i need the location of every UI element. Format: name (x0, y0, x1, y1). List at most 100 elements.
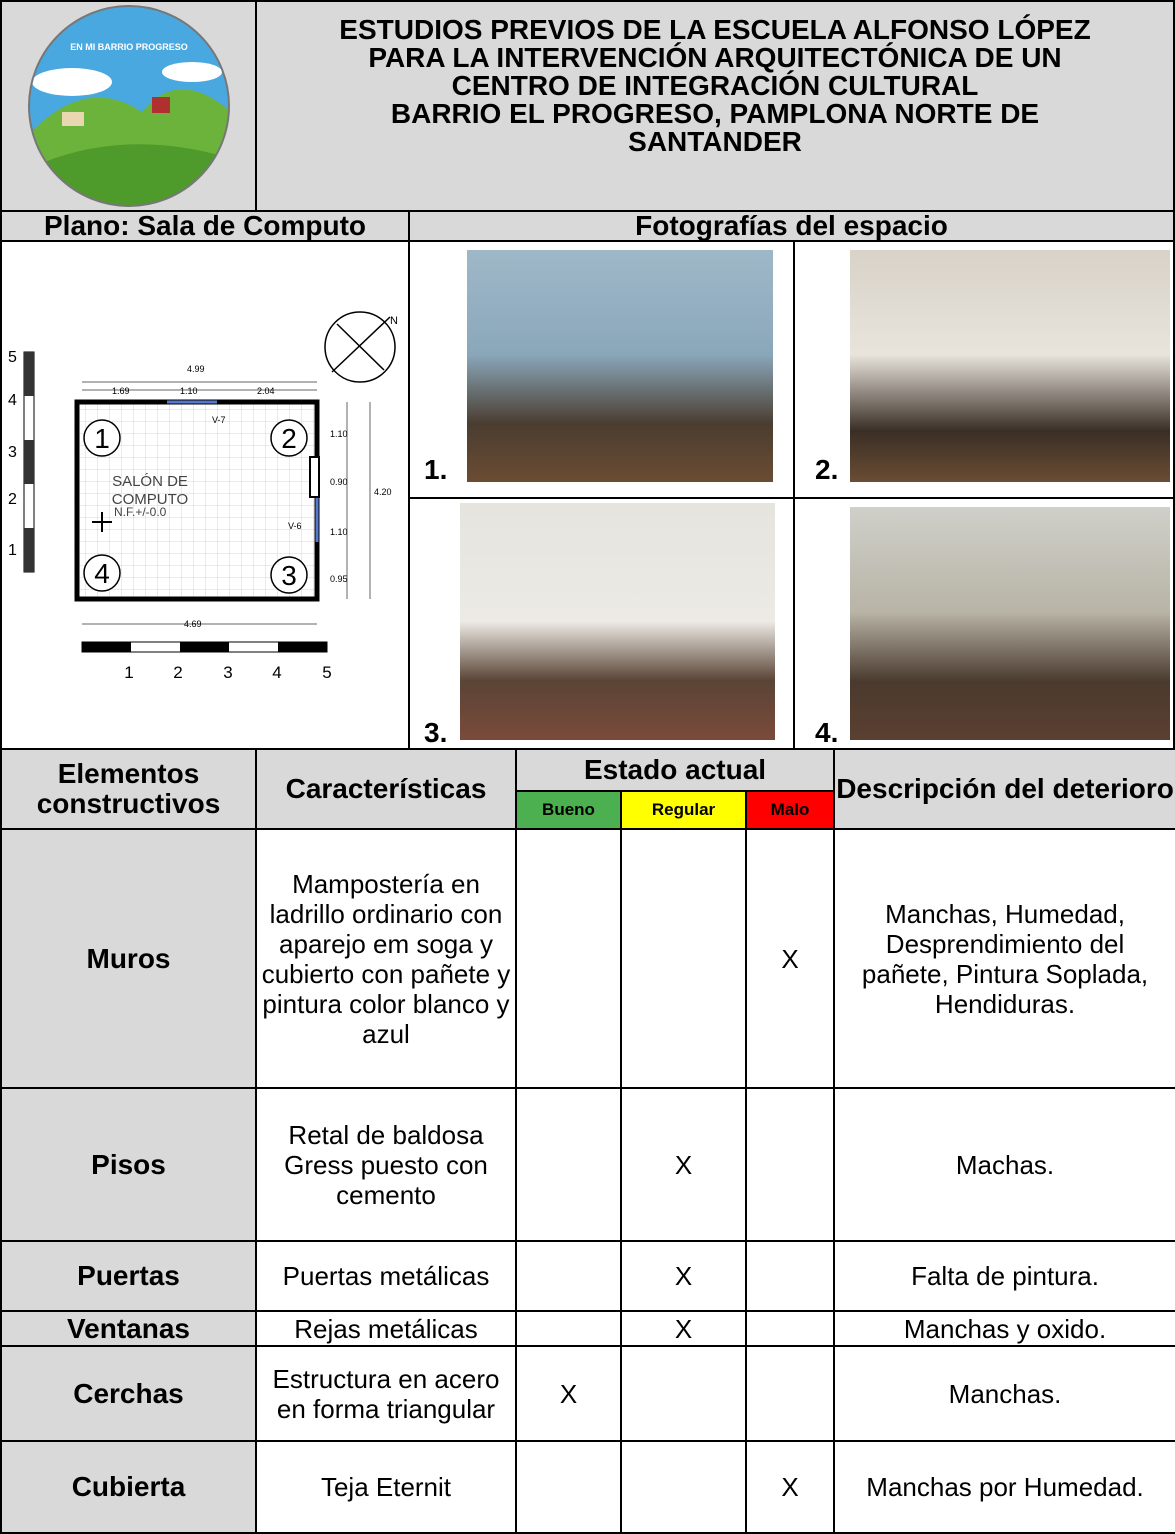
cell-element: Puertas (0, 1240, 257, 1312)
cell-characteristics: Rejas metálicas (255, 1310, 517, 1347)
header-cell: Estado actual (514, 748, 836, 792)
cell-regular (620, 1345, 747, 1442)
corner-number: 4 (94, 558, 110, 589)
photo-cell: 4. (793, 497, 1175, 750)
corner-number: 1 (94, 423, 110, 454)
table-row: Cerchas Estructura en acero en forma tria… (0, 1345, 1175, 1442)
cell-description: Machas. (833, 1087, 1175, 1242)
scale-label: 4 (272, 663, 281, 682)
cell-regular: X (620, 1240, 747, 1312)
plan-cell: 5 4 3 2 1 4.99 1.69 1.10 2.04 V-7 V-6 1.… (0, 240, 410, 750)
header-cell: Elementos constructivos (0, 748, 257, 830)
dimension: 1.10 (180, 386, 198, 396)
table-row: Ventanas Rejas metálicas X Manchas y oxido. (0, 1310, 1175, 1347)
state-regular: Regular (620, 790, 747, 830)
scale-label: 3 (223, 663, 232, 682)
scale-label: 3 (8, 444, 17, 461)
photo (460, 503, 775, 740)
window-label: V-6 (288, 521, 302, 531)
cell-characteristics: Retal de baldosa Gress puesto con cement… (255, 1087, 517, 1242)
cell-element: Cerchas (0, 1345, 257, 1442)
cell-regular (620, 1440, 747, 1534)
logo-text: EN MI BARRIO PROGRESO (70, 42, 188, 52)
cell-good (515, 828, 622, 1089)
logo-cell: EN MI BARRIO PROGRESO (0, 0, 257, 212)
photo-label: 3. (424, 717, 448, 748)
level: N.F.+/-0.0 (114, 505, 167, 519)
cell-characteristics: Teja Eternit (255, 1440, 517, 1534)
photo (850, 250, 1170, 482)
cell-bad: X (744, 828, 836, 1089)
cell-element: Pisos (0, 1087, 257, 1242)
state-good: Bueno (515, 790, 622, 830)
dimension: 1.10 (330, 527, 348, 537)
corner-number: 3 (281, 560, 297, 591)
photo-label: 2. (815, 454, 839, 485)
scale-label: 2 (173, 663, 182, 682)
cell-description: Manchas por Humedad. (833, 1440, 1175, 1534)
photo (850, 507, 1170, 740)
dimension: 4.69 (184, 619, 202, 629)
cell-element: Ventanas (0, 1310, 257, 1347)
table-row: Muros Mampostería en ladrillo ordinario c… (0, 828, 1175, 1089)
table-row: Pisos Retal de baldosa Gress puesto con c… (0, 1087, 1175, 1242)
cell-good (515, 1240, 622, 1312)
cell-good (515, 1310, 622, 1347)
title-line: CENTRO DE INTEGRACIÓN CULTURAL (451, 70, 979, 101)
scale-label: 2 (8, 491, 17, 508)
dimension: 1.10 (330, 429, 348, 439)
corner-number: 2 (281, 423, 297, 454)
title: ESTUDIOS PREVIOS DE LA ESCUELA ALFONSO L… (255, 0, 1175, 212)
title-line: ESTUDIOS PREVIOS DE LA ESCUELA ALFONSO L… (339, 14, 1091, 45)
cell-good (515, 1440, 622, 1534)
scale-label: 5 (8, 349, 17, 366)
dimension: 1.69 (112, 386, 130, 396)
header-cell: Descripción del deterioro (833, 748, 1175, 830)
cell-good: X (515, 1345, 622, 1442)
cell-bad (744, 1240, 836, 1312)
photo-cell: 1. (408, 240, 795, 499)
scale-label: 5 (322, 663, 331, 682)
state-bad: Malo (744, 790, 836, 830)
photo-label: 4. (815, 717, 839, 748)
room-label: SALÓN DE (112, 473, 188, 490)
dimension: 0.95 (330, 574, 348, 584)
photo (467, 250, 773, 482)
logo: EN MI BARRIO PROGRESO (28, 5, 230, 207)
scale-label: 1 (8, 542, 17, 559)
cell-good (515, 1087, 622, 1242)
cell-bad: X (744, 1440, 836, 1534)
cell-bad (744, 1087, 836, 1242)
dimension: 4.99 (187, 364, 205, 374)
photos-heading: Fotografías del espacio (408, 210, 1175, 242)
room-label: COMPUTO (112, 491, 188, 508)
cell-element: Cubierta (0, 1440, 257, 1534)
cell-bad (744, 1345, 836, 1442)
plan-heading: Plano: Sala de Computo (0, 210, 410, 242)
cell-description: Manchas, Humedad, Desprendimiento del pa… (833, 828, 1175, 1089)
cell-element: Muros (0, 828, 257, 1089)
cell-regular: X (620, 1310, 747, 1347)
cell-description: Falta de pintura. (833, 1240, 1175, 1312)
cell-characteristics: Mampostería en ladrillo ordinario con ap… (255, 828, 517, 1089)
dimension: 4.20 (374, 487, 392, 497)
photo-label: 1. (424, 454, 448, 485)
title-line: BARRIO EL PROGRESO, PAMPLONA NORTE DE (390, 98, 1040, 129)
north: N (390, 315, 398, 327)
photo-cell: 2. (793, 240, 1175, 499)
dimension: 2.04 (257, 386, 275, 396)
cell-characteristics: Puertas metálicas (255, 1240, 517, 1312)
cell-bad (744, 1310, 836, 1347)
title-line: PARA LA INTERVENCIÓN ARQUITECTÓNICA DE U… (368, 42, 1062, 73)
header-cell: Características (255, 748, 517, 830)
scale-label: 4 (8, 392, 17, 409)
title-line: SANTANDER (628, 126, 802, 157)
condition-table: Elementos constructivos Características … (0, 748, 1175, 1534)
table-row: Cubierta Teja Eternit X Manchas por Humedad… (0, 1440, 1175, 1534)
window-label: V-7 (212, 415, 226, 425)
plan-drawing: 5 4 3 2 1 4.99 1.69 1.10 2.04 V-7 V-6 1.… (8, 311, 398, 682)
scale-label: 1 (124, 663, 133, 682)
dimension: 0.90 (330, 477, 348, 487)
cell-characteristics: Estructura en acero en forma triangular (255, 1345, 517, 1442)
